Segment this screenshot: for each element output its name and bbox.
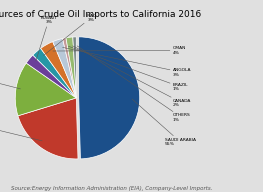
- Wedge shape: [33, 48, 76, 98]
- Wedge shape: [41, 42, 76, 98]
- Wedge shape: [26, 55, 76, 98]
- Wedge shape: [79, 37, 140, 159]
- Text: ECUADOR
23%: ECUADOR 23%: [0, 119, 42, 141]
- Title: Foreign Sources of Crude Oil Imports to California 2016: Foreign Sources of Crude Oil Imports to …: [0, 11, 201, 19]
- Wedge shape: [73, 37, 76, 98]
- Text: CANADA
2%: CANADA 2%: [73, 46, 191, 107]
- Text: ANGOLA
3%: ANGOLA 3%: [63, 47, 191, 77]
- Wedge shape: [18, 98, 78, 159]
- Wedge shape: [15, 63, 76, 116]
- Text: SAUDI ARABIA
55%: SAUDI ARABIA 55%: [132, 99, 196, 146]
- Wedge shape: [66, 37, 76, 98]
- Text: BRAZIL
1%: BRAZIL 1%: [68, 46, 188, 91]
- Text: Source:Energy Information Administration (EIA), Company-Level Imports.: Source:Energy Information Administration…: [11, 186, 212, 191]
- Wedge shape: [63, 38, 76, 98]
- Text: COLOMBIA
16%: COLOMBIA 16%: [0, 72, 21, 89]
- Wedge shape: [53, 38, 76, 98]
- Text: IRAQ
3%: IRAQ 3%: [44, 13, 97, 55]
- Text: KUWAIT
3%: KUWAIT 3%: [36, 16, 57, 61]
- Text: OTHERS
1%: OTHERS 1%: [77, 46, 190, 122]
- Text: OMAN
4%: OMAN 4%: [53, 46, 186, 55]
